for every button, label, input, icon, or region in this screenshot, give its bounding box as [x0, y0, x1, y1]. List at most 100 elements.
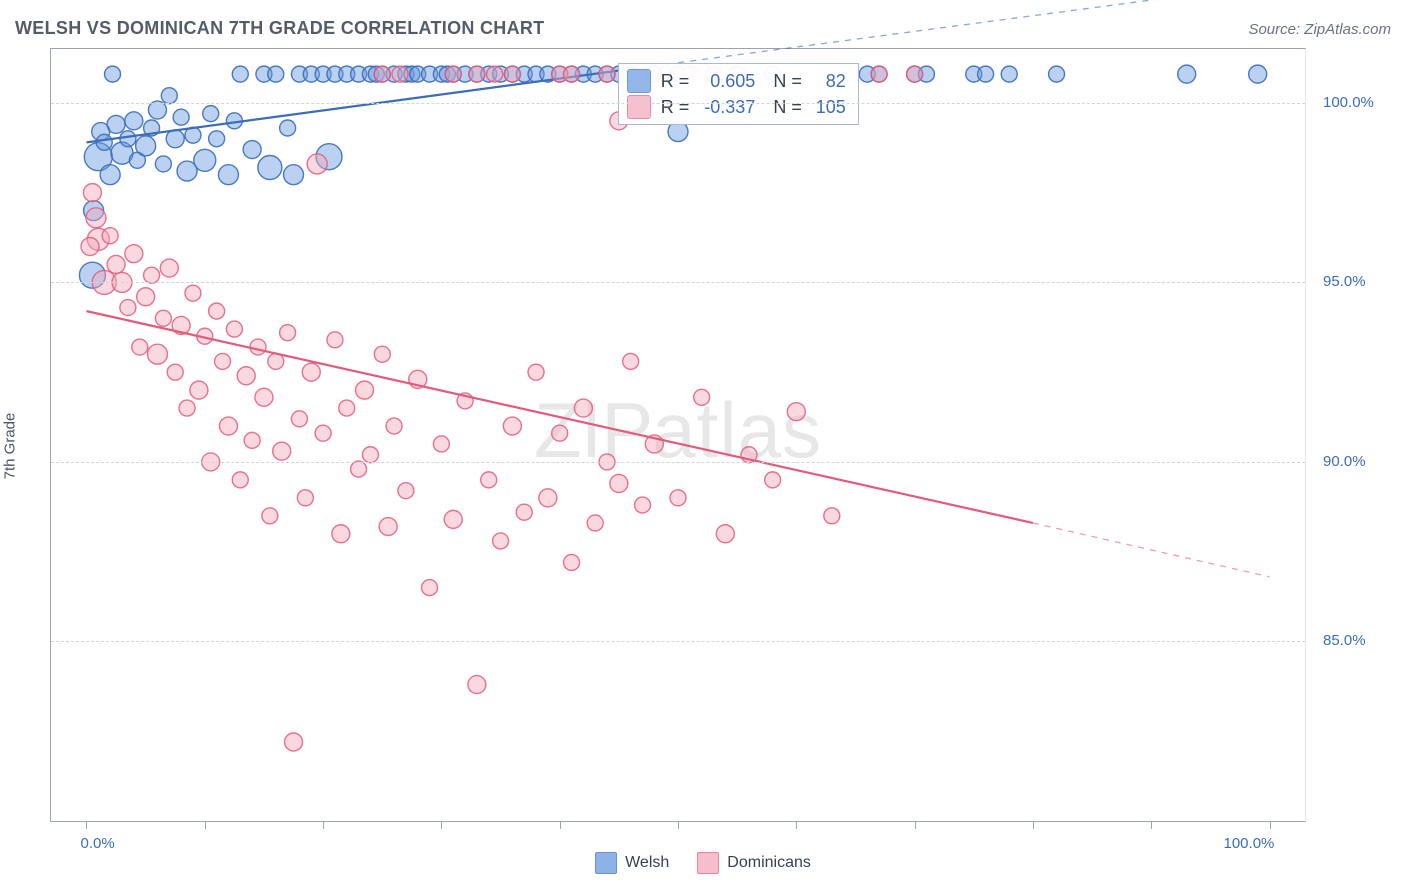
scatter-point — [268, 66, 284, 82]
scatter-point — [291, 411, 307, 427]
scatter-point — [132, 339, 148, 355]
scatter-point — [327, 332, 343, 348]
scatter-point — [160, 259, 178, 277]
scatter-point — [564, 66, 580, 82]
scatter-point — [209, 131, 225, 147]
scatter-point — [871, 66, 887, 82]
y-tick-label: 100.0% — [1323, 94, 1374, 111]
scatter-point — [356, 381, 374, 399]
scatter-point — [1178, 65, 1196, 83]
scatter-point — [218, 165, 238, 185]
scatter-point — [503, 417, 521, 435]
scatter-point — [155, 156, 171, 172]
x-tick — [1151, 821, 1152, 829]
scatter-point — [587, 515, 603, 531]
scatter-point — [487, 66, 503, 82]
scatter-point — [255, 388, 273, 406]
scatter-point — [173, 109, 189, 125]
x-tick — [560, 821, 561, 829]
scatter-point — [392, 66, 408, 82]
scatter-point — [539, 489, 557, 507]
legend-r-label: R = — [661, 71, 690, 92]
x-tick — [678, 821, 679, 829]
scatter-point — [209, 303, 225, 319]
plot-svg — [51, 49, 1305, 821]
gridline — [51, 103, 1305, 104]
legend-swatch — [627, 69, 651, 93]
scatter-point — [1049, 66, 1065, 82]
scatter-point — [468, 676, 486, 694]
scatter-point — [144, 267, 160, 283]
x-tick — [323, 821, 324, 829]
scatter-point — [147, 344, 167, 364]
scatter-point — [907, 66, 923, 82]
scatter-point — [307, 154, 327, 174]
legend-stats-row: R = 0.605 N = 82 — [627, 68, 846, 94]
scatter-point — [599, 66, 615, 82]
scatter-point — [86, 208, 106, 228]
y-tick-label: 90.0% — [1323, 453, 1366, 470]
scatter-point — [978, 66, 994, 82]
scatter-point — [258, 155, 282, 179]
x-tick — [796, 821, 797, 829]
scatter-point — [379, 518, 397, 536]
y-axis-label: 7th Grade — [2, 413, 19, 480]
scatter-point — [824, 508, 840, 524]
scatter-point — [765, 472, 781, 488]
scatter-point — [623, 353, 639, 369]
scatter-point — [273, 442, 291, 460]
scatter-point — [374, 346, 390, 362]
scatter-point — [136, 136, 156, 156]
scatter-point — [386, 418, 402, 434]
scatter-point — [102, 228, 118, 244]
scatter-point — [670, 490, 686, 506]
legend-r-value: 0.605 — [699, 71, 755, 92]
x-tick — [205, 821, 206, 829]
trend-line-extension — [1033, 523, 1270, 577]
legend-label: Dominicans — [727, 854, 811, 872]
scatter-point — [120, 300, 136, 316]
scatter-point — [107, 255, 125, 273]
gridline — [51, 282, 1305, 283]
scatter-point — [493, 533, 509, 549]
scatter-point — [83, 184, 101, 202]
y-tick-label: 95.0% — [1323, 273, 1366, 290]
scatter-point — [280, 120, 296, 136]
legend-n-value: 105 — [812, 97, 846, 118]
legend-r-label: R = — [661, 97, 690, 118]
legend-n-label: N = — [773, 71, 802, 92]
scatter-point — [185, 285, 201, 301]
scatter-point — [398, 483, 414, 499]
legend-swatch — [595, 852, 617, 874]
scatter-point — [1001, 66, 1017, 82]
legend-stats-box: R =0.605N =82R =-0.337N =105 — [618, 63, 859, 125]
scatter-point — [167, 364, 183, 380]
scatter-point — [237, 367, 255, 385]
scatter-point — [374, 66, 390, 82]
scatter-point — [232, 66, 248, 82]
x-tick-label: 100.0% — [1224, 835, 1275, 852]
y-tick-label: 85.0% — [1323, 632, 1366, 649]
scatter-point — [694, 389, 710, 405]
legend-n-label: N = — [773, 97, 802, 118]
legend-swatch — [697, 852, 719, 874]
scatter-point — [516, 504, 532, 520]
scatter-point — [243, 141, 261, 159]
scatter-point — [422, 580, 438, 596]
scatter-point — [481, 472, 497, 488]
scatter-point — [610, 474, 628, 492]
title-bar: WELSH VS DOMINICAN 7TH GRADE CORRELATION… — [15, 18, 1391, 39]
scatter-point — [433, 436, 449, 452]
scatter-point — [244, 432, 260, 448]
scatter-point — [120, 131, 136, 147]
scatter-point — [215, 353, 231, 369]
plot-area: ZIPatlas R =0.605N =82R =-0.337N =105 85… — [50, 48, 1306, 822]
scatter-point — [351, 461, 367, 477]
scatter-point — [96, 134, 112, 150]
scatter-point — [332, 525, 350, 543]
legend-n-value: 82 — [812, 71, 846, 92]
legend-bottom: WelshDominicans — [0, 852, 1406, 874]
scatter-point — [564, 554, 580, 570]
x-tick — [86, 821, 87, 829]
scatter-point — [284, 165, 304, 185]
